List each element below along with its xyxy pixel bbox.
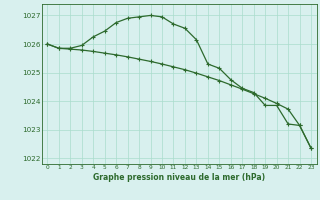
X-axis label: Graphe pression niveau de la mer (hPa): Graphe pression niveau de la mer (hPa) [93, 173, 265, 182]
